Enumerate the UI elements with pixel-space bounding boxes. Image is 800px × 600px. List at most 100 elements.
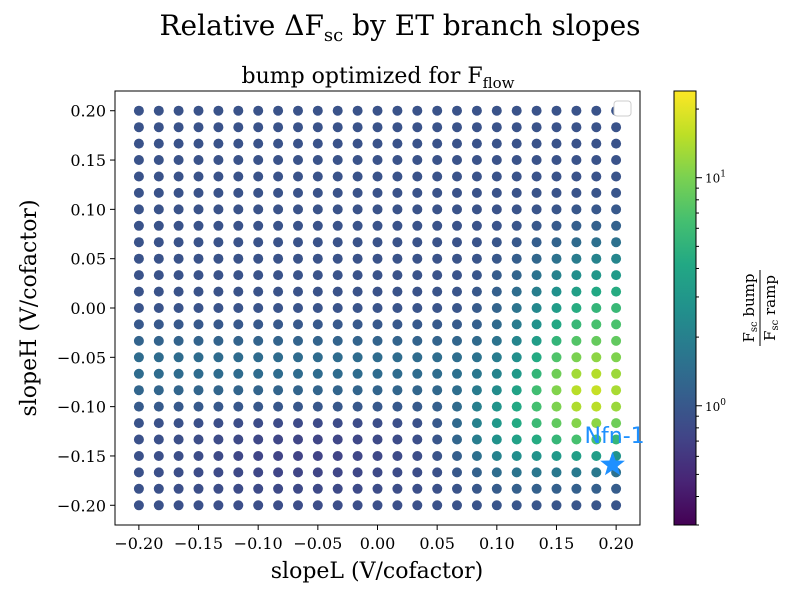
data-point [452, 368, 462, 379]
data-point [352, 418, 363, 429]
data-point [213, 368, 224, 379]
data-point [153, 138, 164, 149]
data-point [133, 319, 144, 330]
data-point [372, 401, 383, 412]
data-point [392, 105, 403, 116]
data-point [133, 385, 144, 396]
data-point [293, 138, 303, 149]
data-point [412, 451, 423, 461]
data-point [611, 138, 622, 149]
data-point [452, 237, 462, 248]
data-point [332, 319, 343, 330]
data-point [372, 253, 383, 264]
data-point [332, 451, 343, 461]
data-point [412, 270, 423, 281]
data-point [293, 303, 303, 313]
data-point [213, 105, 224, 116]
data-point [432, 187, 443, 198]
data-point [611, 122, 622, 133]
data-point [551, 138, 562, 149]
data-point [312, 467, 323, 478]
data-point [511, 204, 522, 215]
data-point [332, 368, 343, 379]
data-point [392, 483, 403, 494]
data-point [571, 335, 582, 346]
data-point [253, 220, 264, 231]
data-point [233, 187, 244, 198]
data-point [372, 319, 383, 330]
data-point [173, 434, 184, 445]
data-point [133, 204, 144, 215]
data-point [392, 138, 403, 149]
data-point [611, 237, 622, 248]
data-point [471, 220, 482, 231]
data-point [452, 105, 462, 116]
data-point [253, 451, 264, 461]
data-point [551, 434, 562, 445]
data-point [133, 187, 144, 198]
data-point [611, 418, 622, 429]
data-point [213, 319, 224, 330]
data-point [531, 483, 542, 494]
data-point [471, 237, 482, 248]
data-point [352, 155, 363, 165]
data-point [352, 187, 363, 198]
data-point [452, 335, 462, 346]
data-point [491, 483, 502, 494]
data-point [392, 467, 403, 478]
data-point [193, 220, 204, 231]
data-point [233, 500, 244, 511]
y-tick-label: −0.10 [57, 398, 106, 417]
data-point [133, 155, 144, 165]
data-point [372, 270, 383, 281]
data-point [273, 303, 284, 313]
data-point [491, 187, 502, 198]
scatter-points [133, 105, 622, 511]
data-point [213, 237, 224, 248]
data-point [352, 451, 363, 461]
data-point [511, 467, 522, 478]
annotation-nfn-1: Nfn-1 [585, 424, 645, 476]
data-point [133, 483, 144, 494]
data-point [551, 467, 562, 478]
data-point [551, 385, 562, 396]
data-point [312, 451, 323, 461]
data-point [611, 253, 622, 264]
data-point [153, 368, 164, 379]
data-point [491, 105, 502, 116]
data-point [591, 270, 602, 281]
data-point [332, 138, 343, 149]
data-point [193, 483, 204, 494]
data-point [412, 385, 423, 396]
data-point [213, 335, 224, 346]
data-point [273, 319, 284, 330]
data-point [471, 155, 482, 165]
data-point [273, 451, 284, 461]
data-point [432, 319, 443, 330]
data-point [452, 483, 462, 494]
data-point [511, 155, 522, 165]
data-point [193, 418, 204, 429]
data-point [452, 401, 462, 412]
data-point [412, 335, 423, 346]
data-point [491, 385, 502, 396]
y-tick-label: 0.05 [70, 250, 106, 269]
data-point [531, 500, 542, 511]
data-point [471, 335, 482, 346]
data-point [352, 401, 363, 412]
data-point [491, 237, 502, 248]
data-point [571, 253, 582, 264]
data-point [412, 253, 423, 264]
data-point [471, 401, 482, 412]
y-tick-label: −0.15 [57, 447, 106, 466]
data-point [591, 483, 602, 494]
data-point [611, 220, 622, 231]
data-point [153, 483, 164, 494]
data-point [392, 303, 403, 313]
data-point [471, 352, 482, 363]
data-point [571, 401, 582, 412]
data-point [352, 105, 363, 116]
data-point [173, 204, 184, 215]
data-point [392, 451, 403, 461]
data-point [452, 303, 462, 313]
